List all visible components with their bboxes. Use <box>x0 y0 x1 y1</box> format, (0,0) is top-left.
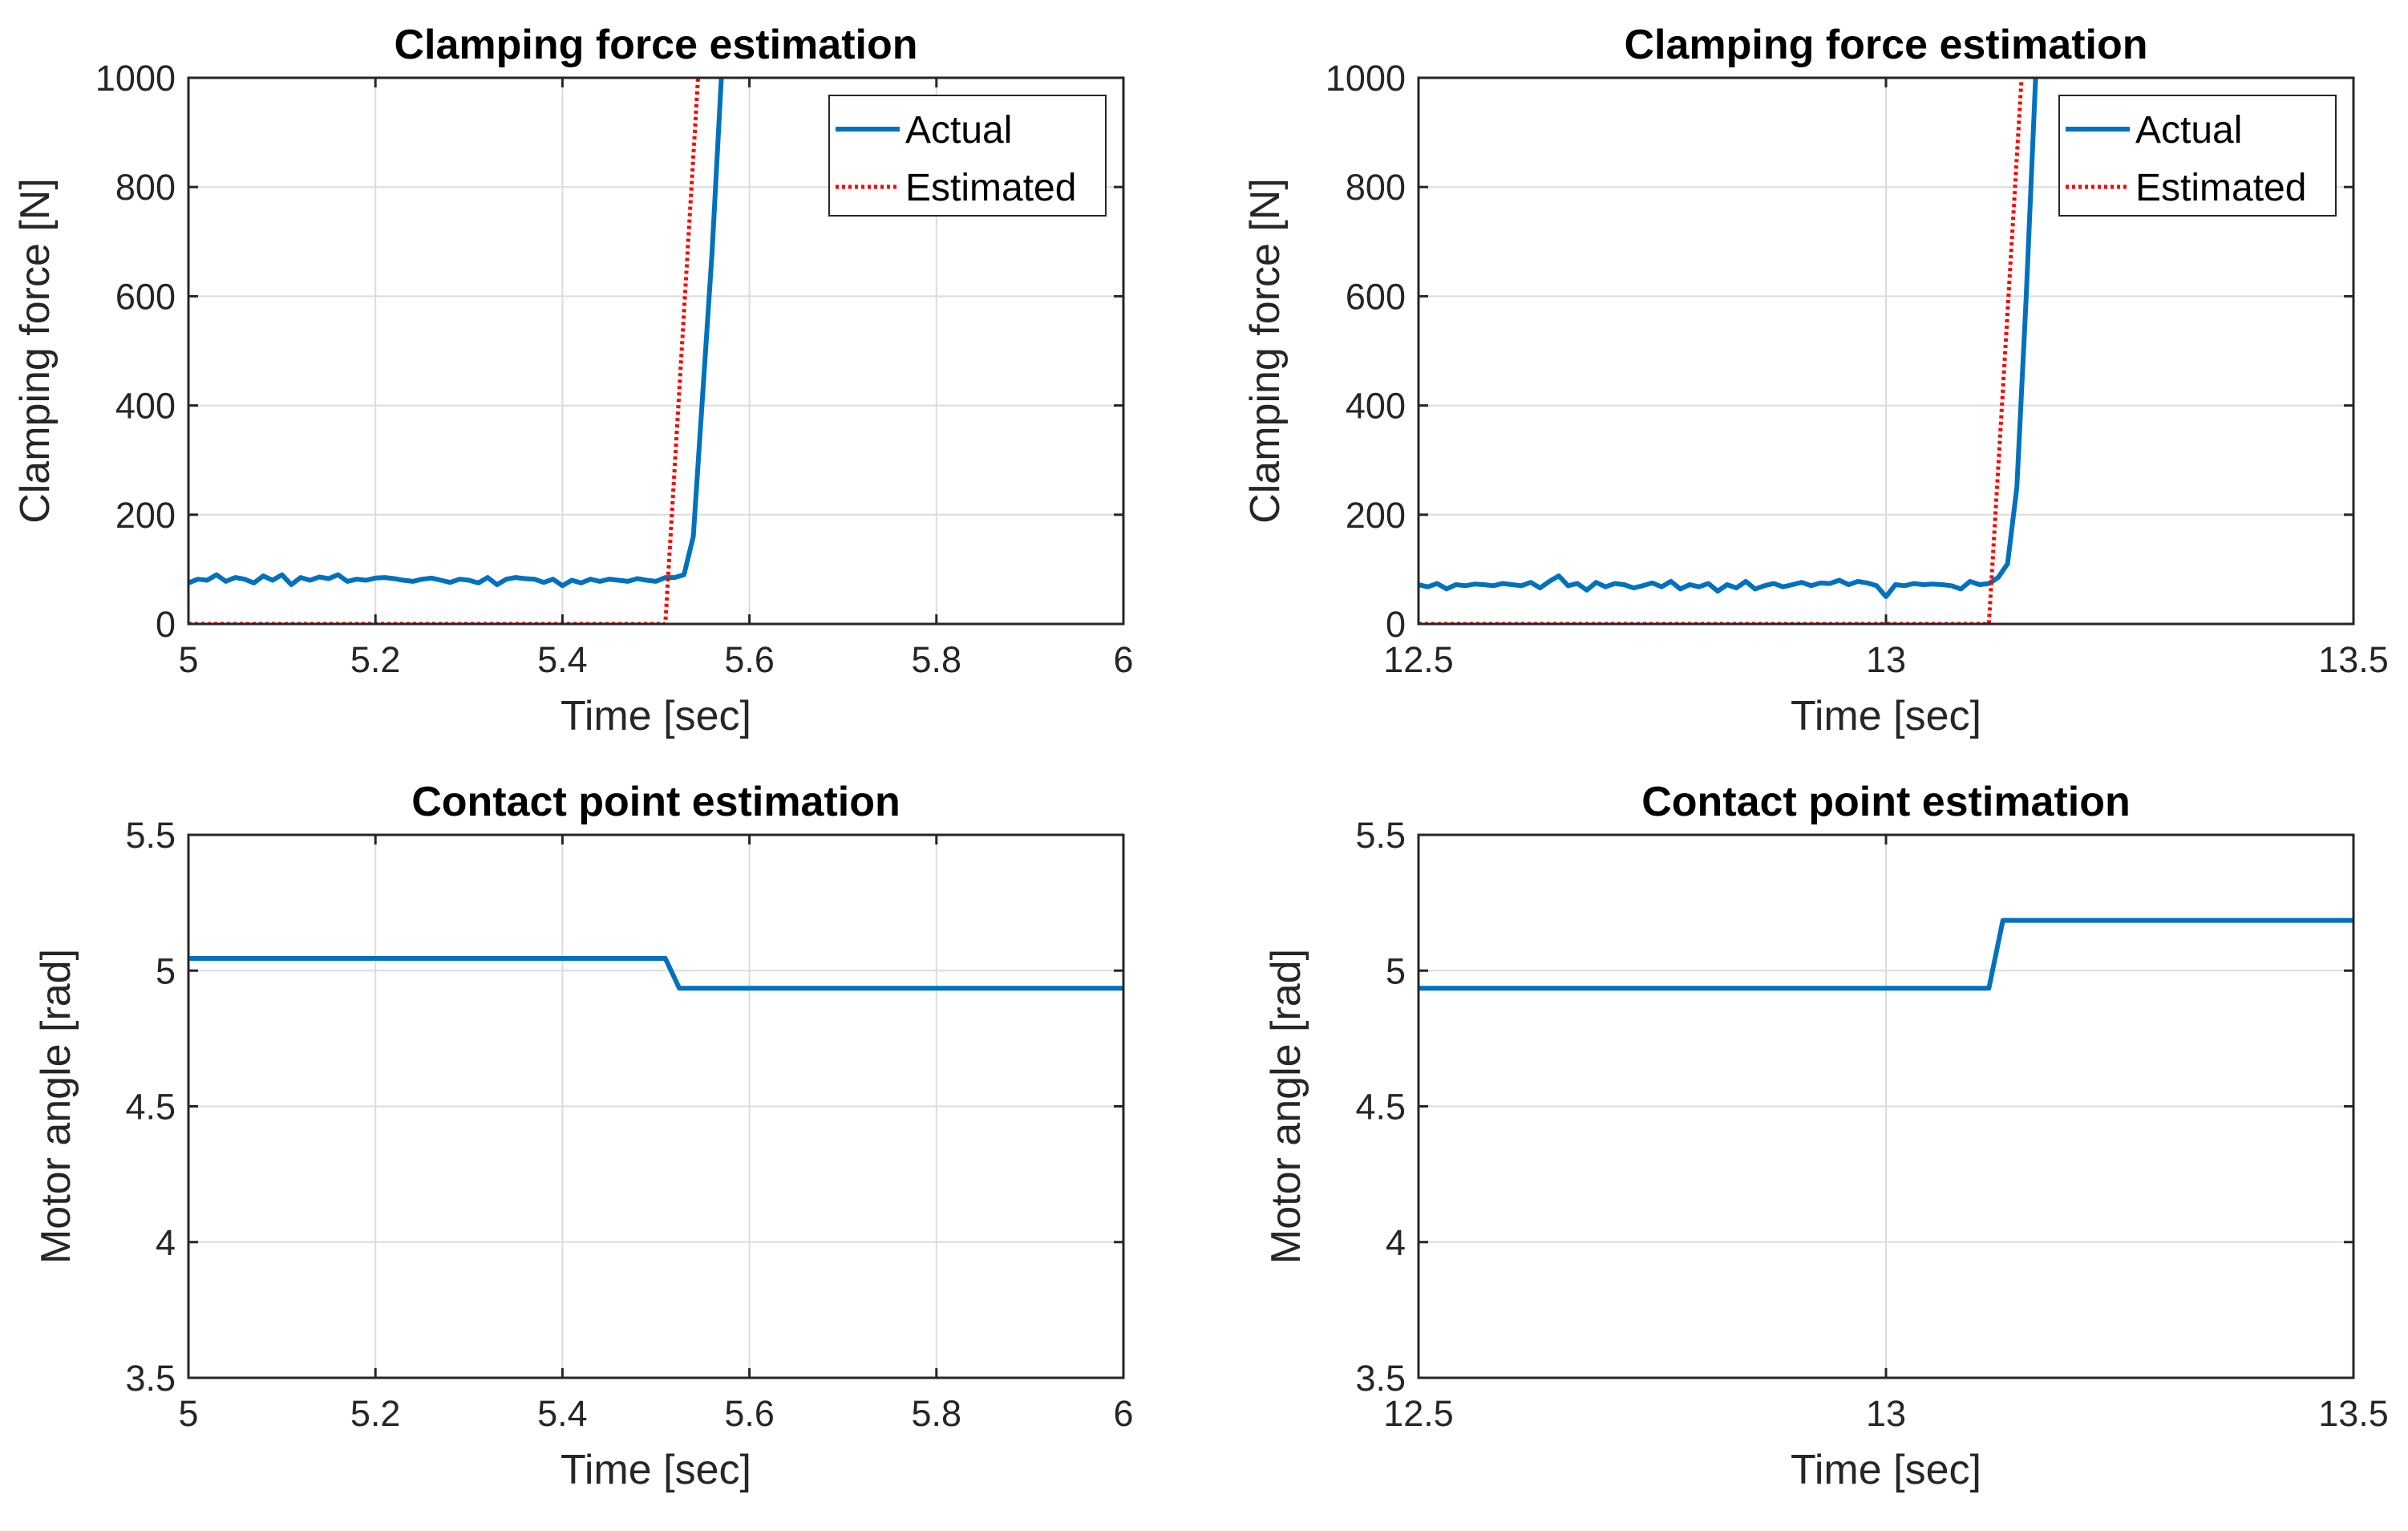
y-tick-label: 400 <box>1346 386 1406 427</box>
x-tick-label: 12.5 <box>1383 1393 1454 1434</box>
y-tick-label: 1000 <box>1325 58 1406 99</box>
y-tick-label: 5 <box>156 950 176 991</box>
y-axis-label: Motor angle [rad] <box>33 949 79 1264</box>
y-tick-label: 800 <box>1346 167 1406 208</box>
y-tick-label: 600 <box>115 276 176 317</box>
y-tick-label: 3.5 <box>125 1358 176 1399</box>
series-line-motor-angle <box>1418 917 2353 991</box>
legend-label-estimated: Estimated <box>905 167 1076 209</box>
chart-clamp-2: 12.5 13 13.5 0 200 400 600 800 1000 Clamping forc… <box>1242 22 2389 739</box>
y-tick-label: 5.5 <box>125 815 176 856</box>
x-axis-label: Time [sec] <box>561 693 751 739</box>
x-tick-label: 5.2 <box>350 1393 401 1434</box>
chart-contact-2: 12.5 13 13.5 3.5 4 4.5 5 5.5 Contact point estim… <box>1263 779 2389 1493</box>
series-line-estimated <box>188 78 700 624</box>
chart-title: Clamping force estimation <box>395 22 918 68</box>
x-tick-label: 5.4 <box>537 1393 588 1434</box>
y-tick-label: 5.5 <box>1355 815 1406 856</box>
y-tick-label: 4 <box>1386 1222 1406 1263</box>
y-tick-label: 200 <box>115 495 176 536</box>
legend-label-actual: Actual <box>2135 109 2242 152</box>
chart-title: Contact point estimation <box>411 779 900 825</box>
chart-clamp-1: 5 5.2 5.4 5.6 5.8 6 0 200 400 600 800 1000 Clamping … <box>12 22 1134 739</box>
x-tick-label: 13.5 <box>2318 639 2389 680</box>
legend: Actual Estimated <box>2058 95 2337 217</box>
chart-contact-1: 5 5.2 5.4 5.6 5.8 6 3.5 4 4.5 5 5.5 Contact point e… <box>33 779 1134 1493</box>
x-tick-label: 5 <box>178 639 198 680</box>
series-line-actual <box>188 78 724 589</box>
x-tick-label: 13 <box>1866 1393 1906 1434</box>
y-tick-label: 4.5 <box>125 1087 176 1128</box>
x-tick-label: 5.6 <box>724 639 775 680</box>
x-tick-label: 5.4 <box>537 639 588 680</box>
x-tick-label: 5.8 <box>912 639 962 680</box>
axes-box <box>187 76 1125 626</box>
y-tick-label: 4 <box>156 1222 176 1263</box>
y-tick-label: 800 <box>115 167 176 208</box>
y-tick-label: 400 <box>115 386 176 427</box>
y-axis-label: Clamping force [N] <box>12 178 59 524</box>
y-axis-label: Motor angle [rad] <box>1263 949 1309 1264</box>
legend-label-actual: Actual <box>905 109 1012 152</box>
x-tick-label: 5 <box>178 1393 198 1434</box>
x-tick-label: 13.5 <box>2318 1393 2389 1434</box>
x-tick-label: 6 <box>1113 1393 1133 1434</box>
series-line-motor-angle <box>188 956 1123 991</box>
y-tick-label: 200 <box>1346 495 1406 536</box>
x-tick-label: 13 <box>1866 639 1906 680</box>
x-tick-label: 5.8 <box>912 1393 962 1434</box>
y-axis-label: Clamping force [N] <box>1242 178 1289 524</box>
x-axis-label: Time [sec] <box>1791 1447 1981 1493</box>
legend-box <box>828 95 1107 217</box>
series-line-actual <box>1418 78 2038 599</box>
y-tick-label: 3.5 <box>1355 1358 1406 1399</box>
y-tick-label: 0 <box>156 604 176 645</box>
y-tick-label: 4.5 <box>1355 1087 1406 1128</box>
x-tick-label: 5.2 <box>350 639 401 680</box>
x-axis-label: Time [sec] <box>1791 693 1981 739</box>
y-tick-label: 600 <box>1346 276 1406 317</box>
chart-title: Clamping force estimation <box>1625 22 2148 68</box>
x-tick-label: 6 <box>1113 639 1133 680</box>
legend-box <box>2058 95 2337 217</box>
x-tick-label: 5.6 <box>724 1393 775 1434</box>
legend: Actual Estimated <box>828 95 1107 217</box>
x-axis-label: Time [sec] <box>561 1447 751 1493</box>
chart-title: Contact point estimation <box>1641 779 2131 825</box>
y-tick-label: 0 <box>1386 604 1406 645</box>
legend-label-estimated: Estimated <box>2135 167 2306 209</box>
y-tick-label: 1000 <box>95 58 176 99</box>
y-tick-label: 5 <box>1386 950 1406 991</box>
x-tick-label: 12.5 <box>1383 639 1454 680</box>
